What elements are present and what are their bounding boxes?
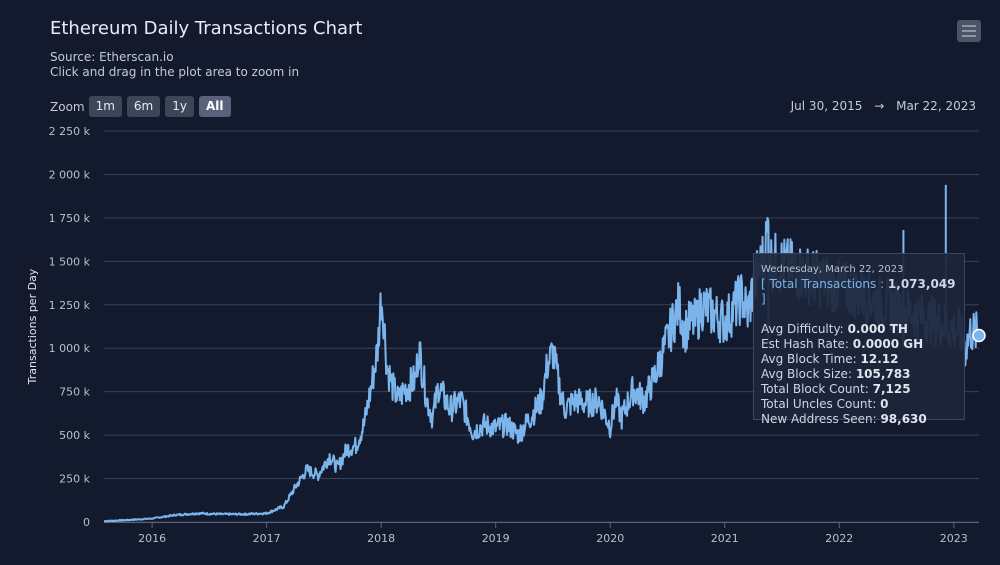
tooltip-date: Wednesday, March 22, 2023 (761, 264, 904, 275)
tooltip-row: Est Hash Rate: 0.0000 GH (761, 337, 924, 351)
zoom-1m-button[interactable]: 1m (88, 96, 122, 117)
tooltip-row: Avg Block Size: 105,783 (761, 367, 911, 381)
y-tick-label: 1 000 k (49, 342, 91, 355)
tooltip-row: Total Uncles Count: 0 (761, 397, 889, 411)
zoom-bar: Zoom 1m 6m 1y All (50, 96, 236, 117)
y-axis-label: Transactions per Day (26, 268, 39, 385)
x-tick-label: 2019 (482, 532, 510, 545)
tooltip-row: Avg Block Time: 12.12 (761, 352, 899, 366)
tooltip-row: Total Block Count: 7,125 (761, 382, 911, 396)
x-tick-label: 2016 (138, 532, 166, 545)
zoom-label: Zoom (50, 99, 85, 114)
y-tick-label: 2 250 k (49, 125, 91, 138)
range-to[interactable]: Mar 22, 2023 (896, 99, 976, 113)
chart-subtitle: Source: Etherscan.io Click and drag in t… (50, 50, 299, 80)
x-tick-label: 2017 (253, 532, 281, 545)
tooltip-row: Avg Difficulty: 0.000 TH (761, 322, 908, 336)
data-tooltip: Wednesday, March 22, 2023 [ Total Transa… (753, 253, 965, 426)
y-tick-label: 1 500 k (49, 255, 91, 268)
zoom-all-button[interactable]: All (199, 96, 231, 117)
chart-menu-button[interactable] (957, 20, 981, 42)
y-tick-label: 1 750 k (49, 212, 91, 225)
tooltip-total: [ Total Transactions : 1,073,049 ] (761, 277, 956, 306)
y-tick-label: 1 250 k (49, 299, 91, 312)
zoom-1y-button[interactable]: 1y (165, 96, 194, 117)
range-arrow: → (874, 99, 885, 113)
chart-title: Ethereum Daily Transactions Chart (50, 18, 363, 39)
y-tick-label: 0 (83, 516, 90, 529)
tooltip-row: New Address Seen: 98,630 (761, 412, 927, 426)
x-tick-label: 2021 (711, 532, 739, 545)
range-from[interactable]: Jul 30, 2015 (790, 99, 863, 113)
menu-icon (962, 25, 976, 27)
x-tick-label: 2018 (367, 532, 395, 545)
y-tick-label: 750 k (59, 386, 90, 399)
y-tick-label: 250 k (59, 473, 90, 486)
source-text: Source: Etherscan.io (50, 50, 174, 64)
zoom-hint: Click and drag in the plot area to zoom … (50, 65, 300, 79)
date-range: Jul 30, 2015 → Mar 22, 2023 (791, 99, 976, 113)
zoom-6m-button[interactable]: 6m (126, 96, 161, 117)
hover-point (972, 328, 986, 343)
x-tick-label: 2020 (596, 532, 624, 545)
y-tick-label: 2 000 k (49, 168, 91, 181)
x-tick-label: 2022 (825, 532, 853, 545)
y-tick-label: 500 k (59, 429, 90, 442)
x-tick-label: 2023 (940, 532, 968, 545)
